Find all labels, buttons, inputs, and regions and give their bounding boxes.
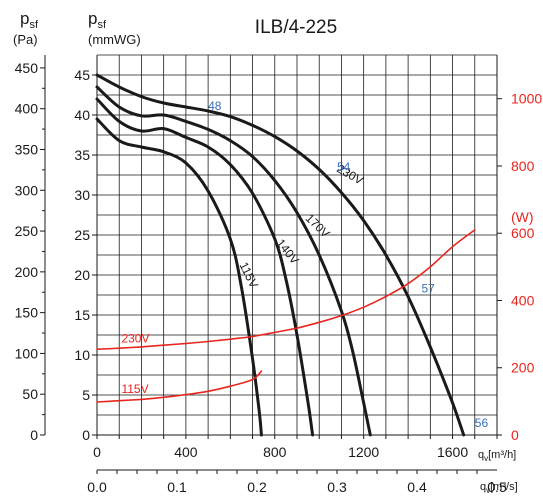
x-axis-m3h-tick-label: 1600: [437, 444, 468, 460]
noise-level-annotation: 54: [337, 160, 351, 174]
grid: [96, 54, 498, 436]
y-axis-power-tick-label: 600: [511, 225, 535, 241]
y-axis-mmwg-label: psf: [88, 9, 107, 31]
y-axis-power-tick-label: 200: [511, 360, 535, 376]
y-axis-mmwg-tick-label: 30: [74, 187, 90, 203]
y-axis-pa-tick-label: 350: [15, 141, 39, 157]
y-axis-pa-tick-label: 150: [15, 305, 39, 321]
y-axis-pa-tick-label: 250: [15, 223, 39, 239]
y-axis-mmwg-tick-label: 15: [74, 307, 90, 323]
y-axis-mmwg-tick-label: 35: [74, 147, 90, 163]
series-line-pressure_mmwg-140V: [95, 97, 315, 437]
x-axis-m3h-tick-label: 800: [263, 444, 287, 460]
series-line-power_w-230V: [96, 229, 476, 350]
x-axis-m3h-tick-label: 400: [174, 444, 198, 460]
x-axis-m3s-tick-label: 0.1: [167, 479, 187, 495]
y-axis-mmwg-tick-label: 25: [74, 227, 90, 243]
chart-title: ILB/4-225: [255, 17, 337, 38]
y-axis-power-unit: (W): [511, 209, 534, 225]
x-axis-m3s-tick-label: 0.0: [87, 479, 107, 495]
series-line-pressure_mmwg-230V: [95, 73, 466, 437]
x-axis-m3s-tick-label: 0.2: [247, 479, 267, 495]
y-axis-pa-tick-label: 300: [15, 182, 39, 198]
series-label-power: 115V: [121, 382, 148, 396]
x-axis-m3h-label: qv[m³/h]: [478, 449, 516, 463]
curves: [95, 73, 476, 437]
y-axis-power-tick-label: 0: [511, 427, 519, 443]
y-axis-pa-tick-label: 0: [30, 427, 38, 443]
y-axis-pa-tick-label: 100: [15, 345, 39, 361]
series-label-power: 230V: [121, 332, 149, 346]
y-axis-mmwg-tick-label: 40: [74, 107, 90, 123]
y-axis-power-tick-label: 1000: [511, 91, 542, 107]
y-axis-power-tick-label: 400: [511, 292, 535, 308]
y-axis-mmwg-tick-label: 10: [74, 347, 90, 363]
series-line-pressure_mmwg-170V: [95, 85, 372, 437]
y-axis-mmwg-tick-label: 20: [74, 267, 90, 283]
noise-level-annotation: 56: [475, 416, 489, 430]
y-axis-mmwg-tick-label: 0: [82, 427, 90, 443]
series-line-power_w-115V: [96, 370, 263, 403]
y-axis-power-tick-label: 800: [511, 158, 535, 174]
series-label-pressure: 170V: [303, 211, 333, 241]
y-axis-pa-unit: (Pa): [13, 32, 38, 47]
y-axis-pa-tick-label: 450: [15, 60, 39, 76]
y-axis-mmwg-tick-label: 45: [74, 67, 90, 83]
x-axis-m3s-tick-label: 0.3: [327, 479, 347, 495]
x-axis-m3h-tick-label: 0: [93, 444, 101, 460]
series-line-pressure_mmwg-115V: [95, 117, 263, 437]
x-axis-m3s-tick-label: 0.5: [487, 479, 507, 495]
x-axis-m3s-label: qv[m³/s]: [480, 481, 518, 495]
y-axis-pa-tick-label: 200: [15, 264, 39, 280]
y-axis-pa-tick-label: 400: [15, 101, 39, 117]
x-axis-m3s-tick-label: 0.4: [407, 479, 427, 495]
y-axis-pa-tick-label: 50: [22, 386, 38, 402]
noise-level-annotation: 57: [421, 282, 435, 296]
y-axis-mmwg-unit: (mmWG): [88, 32, 141, 47]
y-axis-mmwg-tick-label: 5: [82, 387, 90, 403]
noise-level-annotation: 48: [208, 99, 222, 113]
x-axis-m3h-tick-label: 1200: [348, 444, 379, 460]
y-axis-pa-label: psf: [20, 9, 39, 31]
